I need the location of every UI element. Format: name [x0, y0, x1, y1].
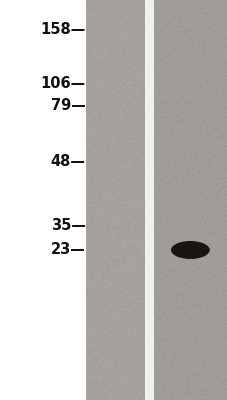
- Text: 158—: 158—: [40, 22, 85, 38]
- Text: 106—: 106—: [40, 76, 85, 92]
- Text: 48—: 48—: [50, 154, 85, 170]
- Bar: [144, 0, 153, 400]
- Text: 23—: 23—: [51, 242, 85, 258]
- Text: 35—: 35—: [50, 218, 85, 234]
- Ellipse shape: [170, 241, 209, 259]
- Text: 79—: 79—: [51, 98, 85, 114]
- Ellipse shape: [190, 244, 209, 256]
